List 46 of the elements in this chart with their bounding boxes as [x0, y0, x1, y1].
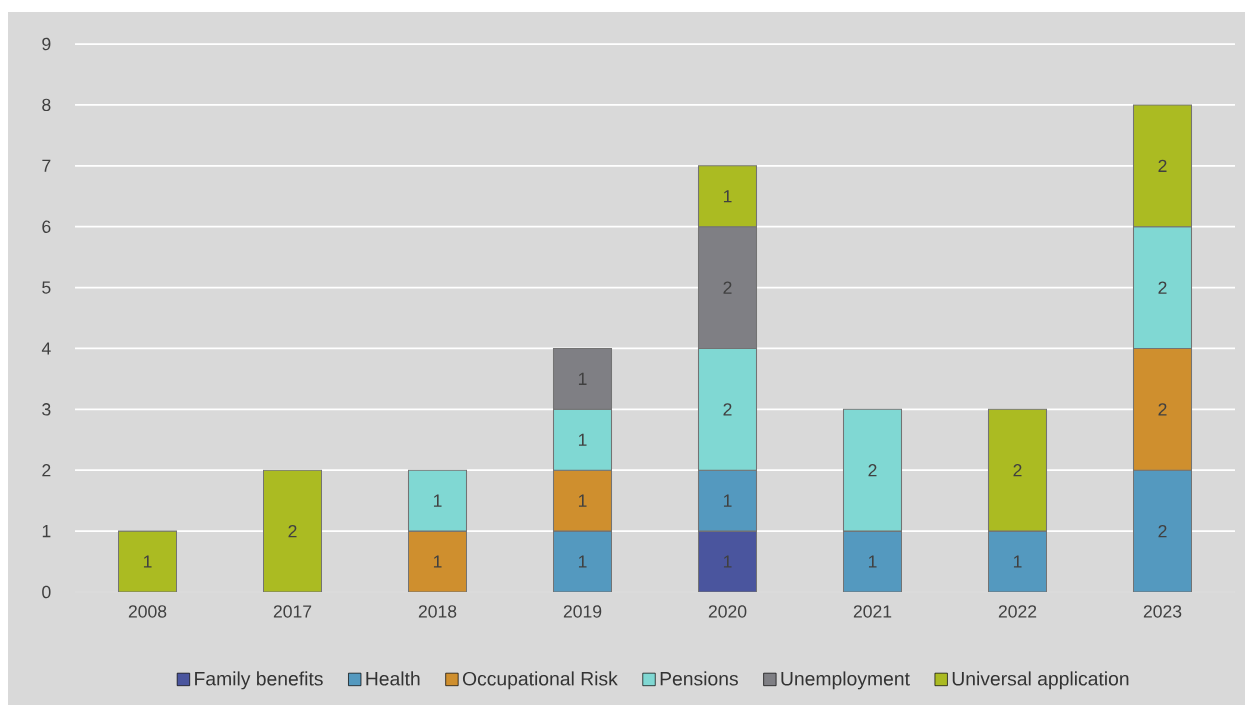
legend-label: Occupational Risk — [462, 671, 618, 690]
data-label: 1 — [723, 190, 732, 203]
y-tick-label: 9 — [42, 37, 51, 51]
x-tick-label: 2008 — [128, 605, 167, 618]
data-label: 1 — [578, 555, 587, 568]
y-tick-label: 7 — [42, 159, 51, 172]
data-label: 2 — [1158, 524, 1167, 538]
data-label: 1 — [433, 494, 442, 507]
y-tick-label: 4 — [41, 342, 51, 355]
data-label: 2 — [288, 524, 297, 538]
y-tick-label: 5 — [42, 281, 51, 294]
data-label: 2 — [1158, 403, 1167, 416]
data-label: 2 — [1158, 159, 1167, 172]
x-tick-label: 2017 — [273, 605, 312, 618]
legend-label: Health — [366, 671, 420, 686]
data-label: 2 — [1158, 281, 1167, 294]
y-tick-label: 2 — [42, 464, 51, 477]
x-tick-label: 2019 — [563, 605, 602, 618]
data-label: 1 — [578, 494, 587, 507]
data-label: 1 — [433, 555, 442, 568]
data-label: 2 — [1013, 464, 1022, 477]
x-tick-label: 2023 — [1143, 605, 1182, 618]
legend-label: Family benefits — [195, 671, 323, 690]
data-label: 1 — [723, 555, 732, 568]
y-tick-label: 6 — [42, 220, 51, 233]
x-tick-label: 2018 — [418, 605, 457, 618]
legend-label: Unemployment — [781, 671, 910, 690]
bar — [262, 469, 323, 592]
legend-label: Universal application — [952, 671, 1129, 690]
legend-label: Pensions — [660, 671, 738, 686]
data-label: 2 — [868, 464, 877, 477]
x-tick-label: 2021 — [853, 605, 892, 618]
y-tick-label: 8 — [42, 98, 51, 112]
data-label: 1 — [143, 555, 152, 568]
y-tick-label: 3 — [42, 403, 51, 416]
y-tick-label: 1 — [42, 525, 51, 538]
data-label: 1 — [578, 433, 587, 446]
data-label: 1 — [723, 494, 732, 507]
data-label: 1 — [1013, 555, 1022, 568]
data-label: 2 — [723, 403, 732, 416]
x-tick-label: 2020 — [708, 605, 747, 618]
data-label: 1 — [578, 372, 587, 385]
y-tick-label: 0 — [42, 585, 51, 599]
data-label: 2 — [723, 281, 732, 294]
x-tick-label: 2022 — [998, 605, 1037, 618]
data-label: 1 — [868, 555, 877, 568]
